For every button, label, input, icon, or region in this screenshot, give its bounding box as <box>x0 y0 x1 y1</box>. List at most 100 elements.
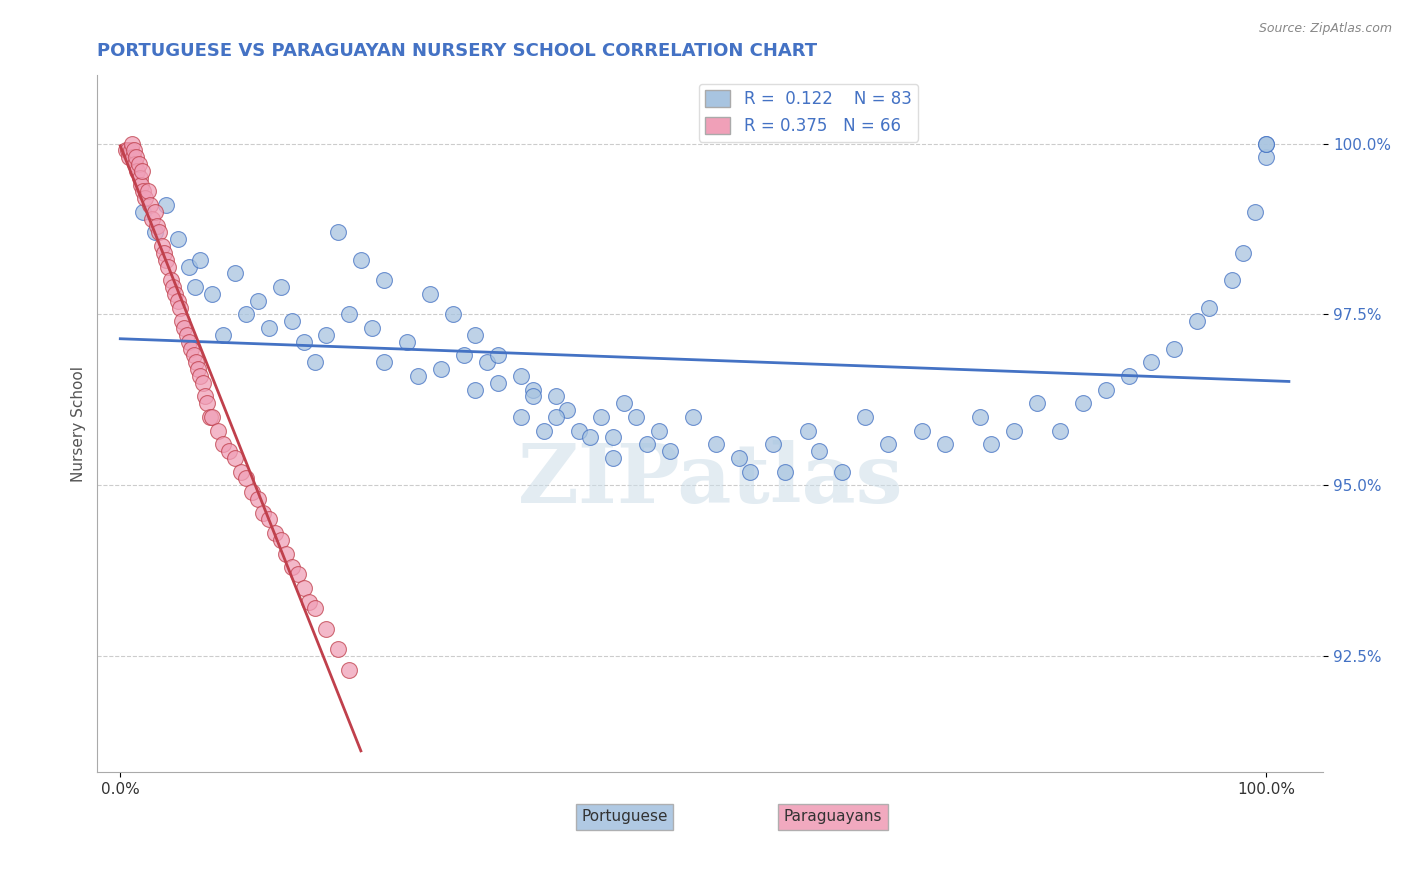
Point <box>315 622 337 636</box>
Point <box>602 450 624 465</box>
Point <box>276 547 298 561</box>
Point <box>129 178 152 192</box>
Point <box>132 205 155 219</box>
Point <box>636 437 658 451</box>
Point <box>173 321 195 335</box>
Point <box>134 191 156 205</box>
Point <box>183 348 205 362</box>
Point <box>304 601 326 615</box>
Point <box>191 376 214 390</box>
Point <box>246 293 269 308</box>
Point <box>1002 424 1025 438</box>
Point <box>395 334 418 349</box>
Text: PORTUGUESE VS PARAGUAYAN NURSERY SCHOOL CORRELATION CHART: PORTUGUESE VS PARAGUAYAN NURSERY SCHOOL … <box>97 42 817 60</box>
Point <box>224 267 246 281</box>
Point <box>544 389 567 403</box>
Point <box>808 444 831 458</box>
Point <box>1220 273 1243 287</box>
Point <box>339 663 361 677</box>
Point <box>969 409 991 424</box>
Point <box>122 150 145 164</box>
Point <box>1254 150 1277 164</box>
Point <box>602 430 624 444</box>
Point <box>281 314 304 328</box>
Text: ZIPatlas: ZIPatlas <box>517 440 903 519</box>
Point <box>292 581 315 595</box>
Point <box>187 362 209 376</box>
Point <box>218 444 240 458</box>
Point <box>165 287 187 301</box>
Point <box>212 327 235 342</box>
Point <box>1025 396 1047 410</box>
Point <box>624 409 647 424</box>
Point <box>169 301 191 315</box>
Point <box>141 211 163 226</box>
Point <box>177 334 200 349</box>
Point <box>1163 342 1185 356</box>
Point <box>980 437 1002 451</box>
Point <box>682 409 704 424</box>
Point <box>257 321 280 335</box>
Point <box>533 424 555 438</box>
Point <box>190 368 212 383</box>
Point <box>326 642 349 657</box>
Point <box>464 383 486 397</box>
Point <box>326 226 349 240</box>
Point <box>486 348 509 362</box>
Point <box>224 450 246 465</box>
Point <box>373 355 395 369</box>
Point <box>419 287 441 301</box>
Point <box>128 170 150 185</box>
Point <box>155 252 177 267</box>
Point <box>195 396 218 410</box>
Point <box>139 198 162 212</box>
Point <box>339 308 361 322</box>
Point <box>246 491 269 506</box>
Point <box>190 252 212 267</box>
Point <box>350 252 373 267</box>
Point <box>1071 396 1094 410</box>
Point <box>1187 314 1209 328</box>
Point <box>1118 368 1140 383</box>
Point <box>207 424 229 438</box>
Point <box>522 383 544 397</box>
Point <box>486 376 509 390</box>
Point <box>148 226 170 240</box>
Point <box>143 226 166 240</box>
Point <box>1254 136 1277 151</box>
Point <box>180 342 202 356</box>
Point <box>125 150 148 164</box>
Point <box>298 594 321 608</box>
Point <box>143 205 166 219</box>
Point <box>128 157 150 171</box>
Point <box>212 437 235 451</box>
Point <box>201 287 224 301</box>
Point <box>201 409 224 424</box>
Point <box>146 219 169 233</box>
Point <box>648 424 671 438</box>
Point <box>122 144 145 158</box>
Point <box>281 560 304 574</box>
Point <box>157 260 180 274</box>
Point <box>853 409 876 424</box>
Point <box>153 246 176 260</box>
Point <box>117 144 139 158</box>
Point <box>567 424 589 438</box>
Y-axis label: Nursery School: Nursery School <box>72 366 86 482</box>
Point <box>510 368 533 383</box>
Point <box>740 465 762 479</box>
Point <box>127 164 149 178</box>
Point <box>155 198 177 212</box>
Point <box>315 327 337 342</box>
Point <box>124 157 146 171</box>
Point <box>591 409 613 424</box>
Point <box>441 308 464 322</box>
Point <box>1140 355 1163 369</box>
Point <box>257 512 280 526</box>
Point <box>118 150 141 164</box>
Point <box>176 327 198 342</box>
Point <box>177 260 200 274</box>
Point <box>659 444 682 458</box>
Point <box>121 136 143 151</box>
Text: Source: ZipAtlas.com: Source: ZipAtlas.com <box>1258 22 1392 36</box>
